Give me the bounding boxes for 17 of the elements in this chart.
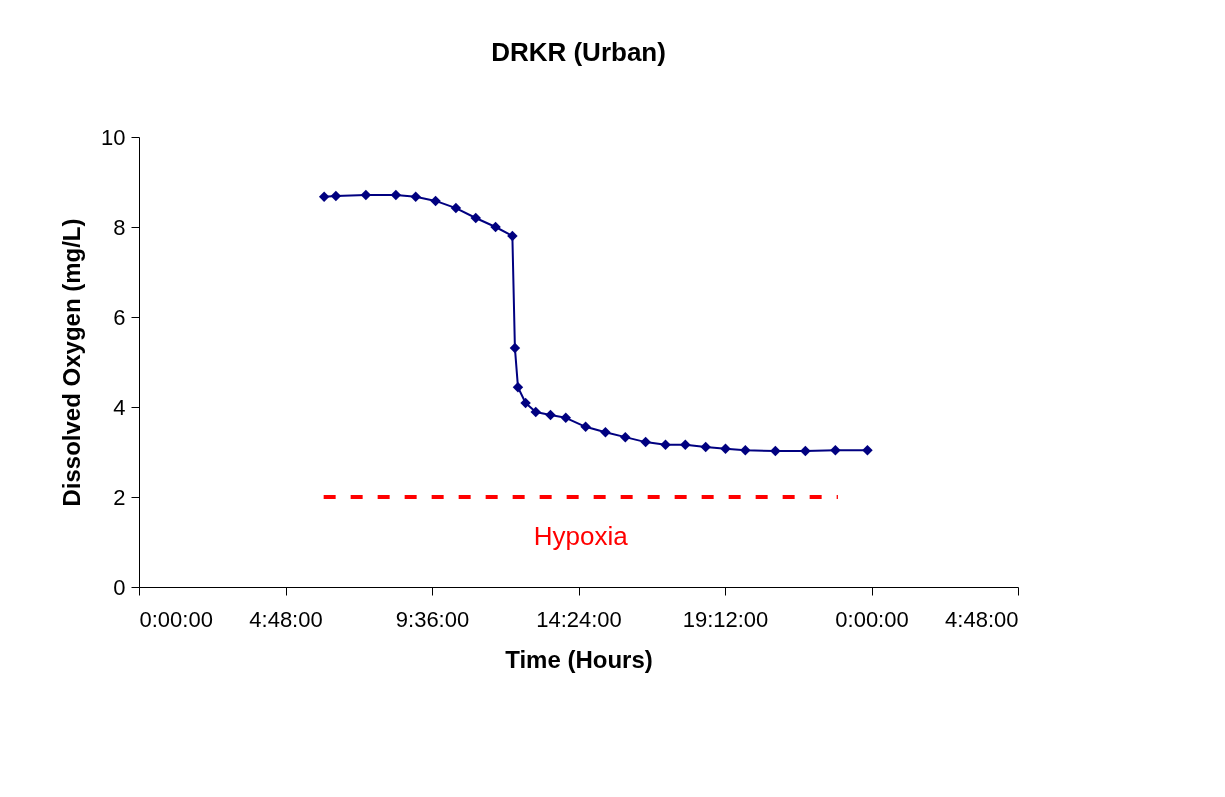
x-tick-label: 19:12:00 (682, 606, 769, 632)
y-tick-label: 2 (113, 484, 126, 510)
x-axis-title: Time (Hours) (505, 645, 653, 673)
y-axis-title: Dissolved Oxygen (mg/L) (58, 218, 86, 507)
y-tick-label: 4 (113, 394, 126, 420)
x-tick-label: 4:48:00 (945, 606, 1019, 632)
x-tick-label: 4:48:00 (249, 606, 323, 632)
x-tick-label: 0:00:00 (139, 606, 213, 632)
y-tick-label: 8 (113, 214, 126, 240)
y-tick-label: 6 (113, 304, 126, 330)
y-tick-label: 0 (113, 574, 126, 600)
series-label: Hypoxia (533, 521, 629, 551)
x-tick-label: 9:36:00 (395, 606, 470, 632)
chart-title: DRKR (Urban) (491, 37, 666, 67)
x-tick-label: 0:00:00 (835, 606, 909, 632)
y-tick-label: 10 (101, 124, 126, 150)
x-tick-label: 14:24:00 (536, 606, 622, 632)
